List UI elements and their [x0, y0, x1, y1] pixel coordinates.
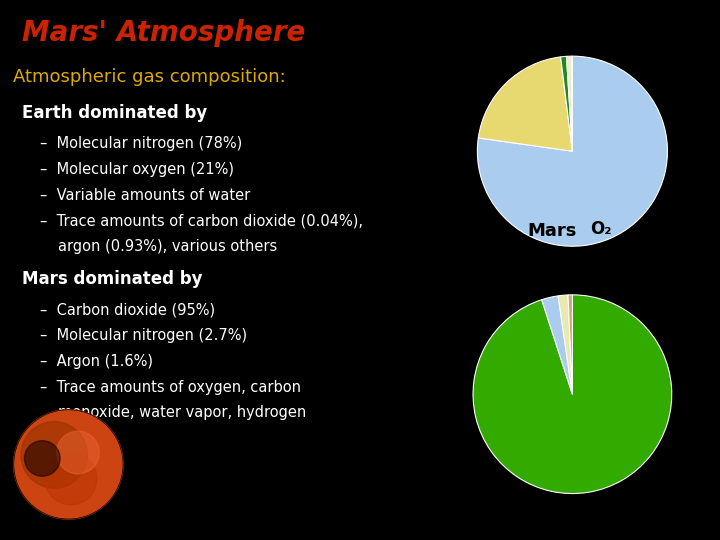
Wedge shape: [568, 295, 572, 394]
Text: –  Molecular nitrogen (2.7%): – Molecular nitrogen (2.7%): [40, 328, 247, 343]
Text: N₂: N₂: [372, 213, 393, 231]
Text: –  Trace amounts of oxygen, carbon: – Trace amounts of oxygen, carbon: [40, 380, 301, 395]
Circle shape: [21, 422, 87, 488]
Circle shape: [24, 441, 60, 476]
Text: CO₂: CO₂: [382, 480, 415, 497]
Circle shape: [56, 431, 99, 474]
Text: N₂: N₂: [692, 464, 706, 477]
Text: Earth: Earth: [545, 0, 600, 4]
Wedge shape: [561, 56, 572, 151]
Text: Earth dominated by: Earth dominated by: [22, 104, 207, 122]
Wedge shape: [558, 295, 572, 394]
Text: –  Trace amounts of carbon dioxide (0.04%),: – Trace amounts of carbon dioxide (0.04%…: [40, 214, 363, 229]
Text: –  Variable amounts of water: – Variable amounts of water: [40, 188, 250, 203]
Wedge shape: [541, 296, 572, 394]
Circle shape: [45, 453, 97, 505]
Text: Other: Other: [684, 322, 719, 335]
Text: –  Carbon dioxide (95%): – Carbon dioxide (95%): [40, 302, 215, 318]
Wedge shape: [477, 56, 667, 246]
Wedge shape: [473, 295, 672, 494]
Wedge shape: [567, 56, 572, 151]
Text: –  Molecular oxygen (21%): – Molecular oxygen (21%): [40, 162, 234, 177]
Text: Atmospheric gas composition:: Atmospheric gas composition:: [13, 68, 286, 85]
Text: −Ar: −Ar: [692, 501, 716, 514]
Text: Mars dominated by: Mars dominated by: [22, 270, 202, 288]
Text: argon (0.93%), various others: argon (0.93%), various others: [58, 239, 276, 254]
Circle shape: [14, 410, 123, 519]
Text: –  Molecular nitrogen (78%): – Molecular nitrogen (78%): [40, 136, 242, 151]
Text: Mars: Mars: [528, 222, 577, 240]
Wedge shape: [478, 57, 572, 151]
Text: monoxide, water vapor, hydrogen: monoxide, water vapor, hydrogen: [58, 405, 306, 420]
Text: Mars' Atmosphere: Mars' Atmosphere: [22, 19, 305, 47]
Text: −H₂O: −H₂O: [684, 288, 719, 301]
Text: –  Argon (1.6%): – Argon (1.6%): [40, 354, 153, 369]
Text: O₂: O₂: [590, 220, 612, 238]
